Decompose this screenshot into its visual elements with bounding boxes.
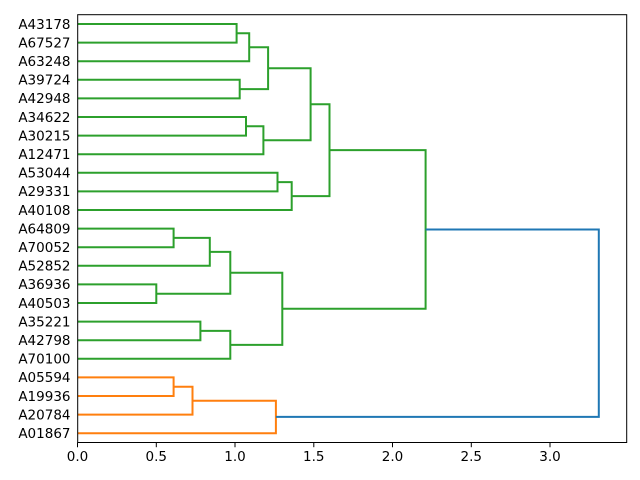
x-tick-label-6: 3.0 xyxy=(539,449,560,465)
x-tick-label-1: 0.5 xyxy=(146,449,167,465)
dendrogram-links xyxy=(77,23,600,435)
axes-box xyxy=(77,14,628,443)
dendrogram-link-M20 xyxy=(77,399,277,435)
dendrogram-link-M5 xyxy=(77,125,265,156)
dendrogram-link-M2 xyxy=(77,78,241,100)
leaf-label-10: A40108 xyxy=(18,203,70,219)
dendrogram-link-M8 xyxy=(77,181,293,211)
dendrogram-link-M21 xyxy=(275,228,600,418)
x-tick-label-0: 0.0 xyxy=(67,449,88,465)
dendrogram-link-M11 xyxy=(77,236,211,267)
leaf-label-17: A42798 xyxy=(18,333,70,349)
dendrogram-link-M7 xyxy=(77,171,279,193)
dendrogram-link-M10 xyxy=(77,227,175,249)
dendrogram-link-M0 xyxy=(77,23,238,44)
leaf-label-13: A52852 xyxy=(18,259,70,275)
leaf-label-6: A30215 xyxy=(18,128,70,144)
dendrogram-link-M17 xyxy=(282,149,427,310)
dendrogram-link-M15 xyxy=(77,329,232,360)
leaf-label-5: A34622 xyxy=(18,110,70,126)
leaf-label-9: A29331 xyxy=(18,184,70,200)
leaf-label-21: A20784 xyxy=(18,407,70,423)
leaf-label-18: A70100 xyxy=(18,352,70,368)
leaf-label-19: A05594 xyxy=(18,370,70,386)
leaf-label-14: A36936 xyxy=(18,277,70,293)
dendrogram-link-M4 xyxy=(77,116,247,137)
leaf-label-16: A35221 xyxy=(18,314,70,330)
dendrogram-link-M12 xyxy=(77,283,158,304)
leaf-label-12: A70052 xyxy=(18,240,70,256)
leaf-labels: A43178 A67527 A63248 A39724 A42948 A34622 A302… xyxy=(18,17,70,442)
dendrogram-link-M14 xyxy=(77,320,202,342)
dendrogram-link-M3 xyxy=(239,46,270,91)
leaf-label-11: A64809 xyxy=(18,221,70,237)
leaf-label-3: A39724 xyxy=(18,73,70,89)
x-axis: 0.0 0.5 1.0 1.5 2.0 2.5 3.0 xyxy=(67,442,561,465)
leaf-label-2: A63248 xyxy=(18,54,70,70)
leaf-label-7: A12471 xyxy=(18,147,70,163)
leaf-label-8: A53044 xyxy=(18,166,70,182)
axes-layer xyxy=(77,14,628,443)
leaf-label-0: A43178 xyxy=(18,17,70,33)
x-tick-label-4: 2.0 xyxy=(382,449,403,465)
dendrogram-link-M6 xyxy=(263,67,312,142)
leaf-label-20: A19936 xyxy=(18,389,70,405)
dendrogram-link-M19 xyxy=(77,385,194,416)
dendrogram-link-M13 xyxy=(156,250,232,295)
x-tick-label-2: 1.0 xyxy=(224,449,245,465)
leaf-label-1: A67527 xyxy=(18,35,70,51)
leaf-label-15: A40503 xyxy=(18,296,70,312)
leaf-label-22: A01867 xyxy=(18,426,70,442)
dendrogram-link-M1 xyxy=(77,32,251,63)
x-tick-label-3: 1.5 xyxy=(303,449,324,465)
x-tick-label-5: 2.5 xyxy=(461,449,482,465)
dendrogram-link-M18 xyxy=(77,376,175,397)
dendrogram-link-M16 xyxy=(230,271,284,346)
leaf-label-4: A42948 xyxy=(18,91,70,107)
